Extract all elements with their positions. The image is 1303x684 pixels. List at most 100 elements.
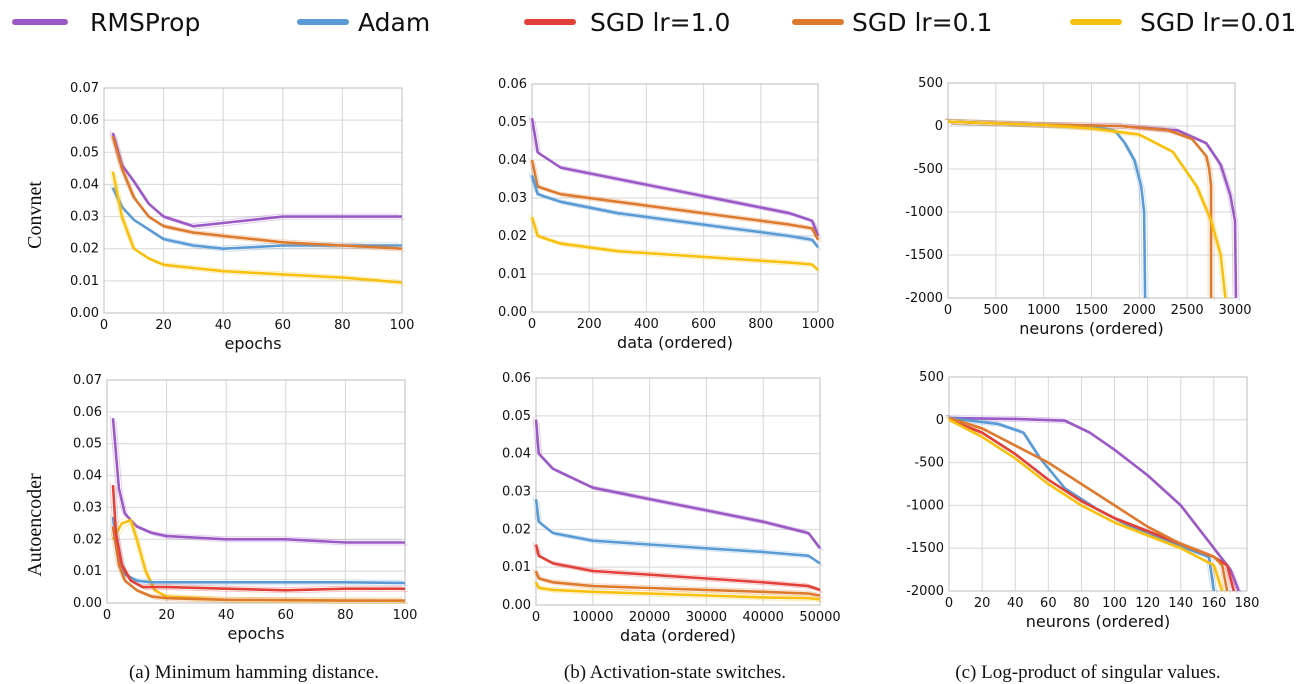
series-run-sgd-lr-0-01 bbox=[534, 219, 822, 274]
x-tick-label: 60 bbox=[1040, 596, 1057, 611]
x-tick-label: 100 bbox=[393, 608, 418, 623]
y-tick-label: 0.00 bbox=[70, 306, 99, 321]
y-tick-label: -500 bbox=[914, 456, 944, 471]
series-run-adam bbox=[950, 123, 1149, 301]
y-tick-label: 0.00 bbox=[73, 596, 102, 611]
series-run-sgd-lr-0-1 bbox=[115, 138, 406, 252]
y-tick-label: 500 bbox=[918, 76, 943, 91]
y-tick-label: 0.05 bbox=[502, 409, 531, 424]
x-tick-label: 3000 bbox=[1218, 303, 1251, 318]
caption-a: (a) Minimum hamming distance. bbox=[129, 662, 379, 683]
series-line-adam bbox=[111, 187, 402, 250]
panel-convnet-hamming: 0 20 40 60 80 100 0.00 0.01 0.02 0.03 0.04 0.05 0.06… bbox=[70, 81, 414, 353]
y-tick-label: 0 bbox=[935, 119, 943, 134]
y-tick-label: 0.07 bbox=[70, 81, 99, 96]
y-tick-label: 0.05 bbox=[73, 437, 102, 452]
series-run-sgd-lr-0-01 bbox=[538, 584, 824, 603]
legend-label-sgd-01: SGD lr=0.1 bbox=[852, 8, 992, 37]
x-tick-label: 80 bbox=[1073, 596, 1090, 611]
x-tick-label: 40 bbox=[1007, 596, 1024, 611]
series-run-sgd-lr-0-1 bbox=[528, 157, 816, 238]
series-line-sgd-lr-0-1 bbox=[948, 416, 1229, 592]
x-tick-label: 20 bbox=[155, 318, 172, 333]
panel-convnet-switches: 0 200 400 600 800 1000 0.00 0.01 0.02 0.03 0.04 0.0… bbox=[498, 77, 835, 352]
x-axis-label: data (ordered) bbox=[617, 333, 733, 352]
y-tick-label: 0.06 bbox=[498, 77, 527, 92]
series-run-sgd-lr-0-1 bbox=[532, 568, 818, 594]
series-line-sgd-lr-1-0 bbox=[111, 485, 405, 592]
series-run-rmsprop bbox=[528, 115, 816, 234]
y-tick-label: 0.05 bbox=[70, 145, 99, 160]
y-tick-label: 0.03 bbox=[498, 191, 527, 206]
y-tick-label: 500 bbox=[919, 370, 944, 385]
y-tick-label: -1500 bbox=[905, 248, 943, 263]
x-tick-label: 40 bbox=[215, 318, 232, 333]
row-label-autoencoder: Autoencoder bbox=[24, 473, 46, 577]
series-run-adam bbox=[115, 519, 409, 586]
y-tick-label: -2000 bbox=[905, 291, 943, 306]
y-tick-label: 0.02 bbox=[502, 522, 531, 537]
series-run-sgd-lr-0-01 bbox=[115, 174, 406, 286]
series-line-rmsprop bbox=[111, 132, 402, 228]
x-tick-label: 800 bbox=[748, 317, 773, 332]
x-tick-label: 60 bbox=[278, 608, 295, 623]
series-line-sgd-lr-0-01 bbox=[111, 171, 403, 284]
y-tick-label: 0.02 bbox=[73, 532, 102, 547]
y-tick-label: 0.06 bbox=[70, 113, 99, 128]
x-tick-label: 0 bbox=[528, 317, 536, 332]
x-tick-label: 40 bbox=[218, 608, 235, 623]
x-tick-label: 160 bbox=[1201, 596, 1226, 611]
legend-label-sgd-001: SGD lr=0.01 bbox=[1140, 8, 1296, 37]
series-line-rmsprop bbox=[111, 418, 405, 544]
x-tick-label: 10000 bbox=[572, 610, 613, 625]
x-tick-label: 80 bbox=[337, 608, 354, 623]
y-tick-label: 0.01 bbox=[73, 564, 102, 579]
series-run-sgd-lr-0-01 bbox=[109, 169, 400, 281]
y-tick-label: 0 bbox=[936, 413, 944, 428]
x-tick-label: 30000 bbox=[686, 610, 727, 625]
y-tick-label: 0.03 bbox=[70, 210, 99, 225]
x-tick-label: 140 bbox=[1168, 596, 1193, 611]
series-run-sgd-lr-0-01 bbox=[944, 118, 1223, 296]
series-line-sgd-lr-0-01 bbox=[530, 216, 819, 272]
legend-label-rmsprop: RMSProp bbox=[90, 8, 200, 37]
x-tick-label: 120 bbox=[1135, 596, 1160, 611]
x-tick-label: 1000 bbox=[1027, 303, 1060, 318]
y-tick-label: 0.02 bbox=[70, 242, 99, 257]
x-tick-label: 0 bbox=[945, 596, 953, 611]
series-run-sgd-lr-0-1 bbox=[538, 573, 824, 599]
y-tick-label: -2000 bbox=[906, 584, 944, 599]
series-line-sgd-lr-0-1 bbox=[111, 135, 403, 250]
panel-autoencoder-hamming: 0 20 40 60 80 100 0.00 0.01 0.02 0.03 0.04 0.05 0.06… bbox=[73, 373, 417, 643]
legend-label-adam: Adam bbox=[358, 8, 430, 37]
x-tick-label: 20 bbox=[974, 596, 991, 611]
series-line-rmsprop bbox=[948, 416, 1240, 592]
x-tick-label: 500 bbox=[983, 303, 1008, 318]
series-line-sgd-lr-0-01 bbox=[534, 581, 821, 601]
x-tick-label: 0 bbox=[532, 610, 540, 625]
y-tick-label: 0.00 bbox=[502, 598, 531, 613]
y-tick-label: -1000 bbox=[906, 498, 944, 513]
plot-frame bbox=[103, 87, 403, 314]
y-tick-label: -1500 bbox=[906, 541, 944, 556]
y-tick-label: 0.03 bbox=[73, 500, 102, 515]
caption-b: (b) Activation-state switches. bbox=[564, 662, 786, 683]
series-line-sgd-lr-0-1 bbox=[534, 570, 821, 597]
x-tick-label: 100 bbox=[1102, 596, 1127, 611]
series-line-adam bbox=[534, 498, 821, 565]
series-line-sgd-lr-1-0 bbox=[534, 544, 821, 592]
x-tick-label: 20 bbox=[158, 608, 175, 623]
x-axis-label: neurons (ordered) bbox=[1026, 612, 1171, 631]
legend-entry-adam: Adam bbox=[297, 8, 430, 37]
x-axis-label: data (ordered) bbox=[620, 626, 736, 645]
series-run-adam bbox=[534, 177, 822, 251]
series-run-sgd-lr-0-01 bbox=[528, 214, 816, 269]
x-tick-label: 0 bbox=[103, 608, 111, 623]
y-tick-label: 0.04 bbox=[73, 469, 102, 484]
legend-entry-rmsprop: RMSProp bbox=[12, 8, 200, 37]
x-tick-label: 60 bbox=[275, 318, 292, 333]
x-tick-label: 400 bbox=[634, 317, 659, 332]
y-tick-label: 0.02 bbox=[498, 229, 527, 244]
y-tick-label: 0.01 bbox=[498, 267, 527, 282]
